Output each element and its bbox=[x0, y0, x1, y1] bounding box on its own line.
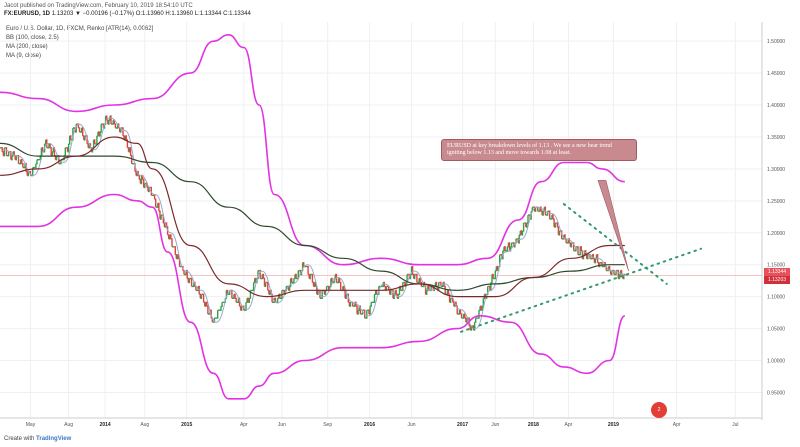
footer-credit[interactable]: Create with TradingView bbox=[4, 436, 71, 442]
notification-badge[interactable]: 2 bbox=[651, 402, 667, 418]
chart-header: Jacot published on TradingView.com, Febr… bbox=[0, 0, 800, 20]
current-price-tag: 1.13203 bbox=[764, 276, 790, 285]
y-tick-label: 1.10000 bbox=[767, 295, 785, 301]
bb-upper-line bbox=[0, 33, 625, 266]
ma9-line bbox=[2, 117, 628, 330]
y-tick-label: 1.40000 bbox=[767, 103, 785, 109]
x-tick-label: Apr bbox=[565, 422, 573, 428]
bb-lower-line bbox=[0, 193, 626, 400]
y-tick-label: 1.15000 bbox=[767, 263, 785, 269]
x-tick-label: 2016 bbox=[364, 422, 375, 428]
x-tick-label: Jun bbox=[278, 422, 286, 428]
x-tick-label: Jun bbox=[491, 422, 499, 428]
y-tick-label: 1.20000 bbox=[767, 231, 785, 237]
y-tick-label: 1.25000 bbox=[767, 199, 785, 205]
trendline-2 bbox=[562, 203, 668, 285]
x-tick-label: 2017 bbox=[457, 422, 468, 428]
x-tick-label: Apr bbox=[673, 422, 681, 428]
y-tick-label: 1.30000 bbox=[767, 167, 785, 173]
x-tick-label: Aug bbox=[64, 422, 73, 428]
legend-ma200: MA (200, close) bbox=[6, 44, 48, 50]
x-tick-label: 2018 bbox=[528, 422, 539, 428]
x-tick-label: Sep bbox=[323, 422, 332, 428]
y-tick-label: 1.45000 bbox=[767, 71, 785, 77]
annotation-callout[interactable]: EURUSD at key breakdown levels of 1.13 .… bbox=[441, 139, 637, 161]
legend-bb: BB (100, close, 2.5) bbox=[6, 35, 59, 41]
x-tick-label: May bbox=[26, 422, 36, 428]
footer-created-with: Create with bbox=[4, 436, 35, 442]
y-tick-label: 0.95000 bbox=[767, 390, 785, 396]
x-tick-label: Jul bbox=[732, 422, 738, 428]
trendline-1 bbox=[460, 247, 703, 333]
y-tick-label: 1.50000 bbox=[767, 39, 785, 45]
chart-area[interactable]: 0.95000 1.00000 1.05000 1.10000 1.15000 1.200… bbox=[0, 20, 800, 430]
price-chart[interactable]: 0.95000 1.00000 1.05000 1.10000 1.15000 1.200… bbox=[0, 20, 800, 430]
last-price-tag: 1.13344 bbox=[764, 268, 790, 277]
x-tick-label: 2014 bbox=[100, 422, 111, 428]
symbol-line: FX:EURUSD, 1D 1.13203 ▼ −0.00196 (−0.17%… bbox=[4, 11, 251, 17]
x-tick-label: Aug bbox=[140, 422, 149, 428]
x-tick-label: 2015 bbox=[181, 422, 192, 428]
annotation-arrow bbox=[597, 180, 629, 272]
x-tick-label: Apr bbox=[240, 422, 248, 428]
indicator-legend: Euro / U.S. Dollar, 1D, FXCM, Renko [ATR… bbox=[6, 25, 153, 61]
y-tick-label: 1.05000 bbox=[767, 327, 785, 333]
legend-ma9: MA (9, close) bbox=[6, 53, 42, 59]
y-tick-label: 1.00000 bbox=[767, 359, 785, 365]
ma100-line bbox=[0, 136, 625, 298]
y-tick-label: 1.35000 bbox=[767, 135, 785, 141]
footer: Create with TradingView bbox=[0, 432, 800, 447]
symbol-name: FX:EURUSD, 1D bbox=[4, 11, 51, 17]
publisher-line: Jacot published on TradingView.com, Febr… bbox=[4, 3, 193, 9]
x-tick-label: Jun bbox=[407, 422, 415, 428]
tradingview-logo: TradingView bbox=[36, 436, 72, 442]
x-tick-label: 2019 bbox=[608, 422, 619, 428]
legend-title: Euro / U.S. Dollar, 1D, FXCM, Renko [ATR… bbox=[6, 26, 154, 32]
ohlc-values: 1.13203 ▼ −0.00196 (−0.17%) O:1.13960 H:… bbox=[51, 11, 251, 17]
